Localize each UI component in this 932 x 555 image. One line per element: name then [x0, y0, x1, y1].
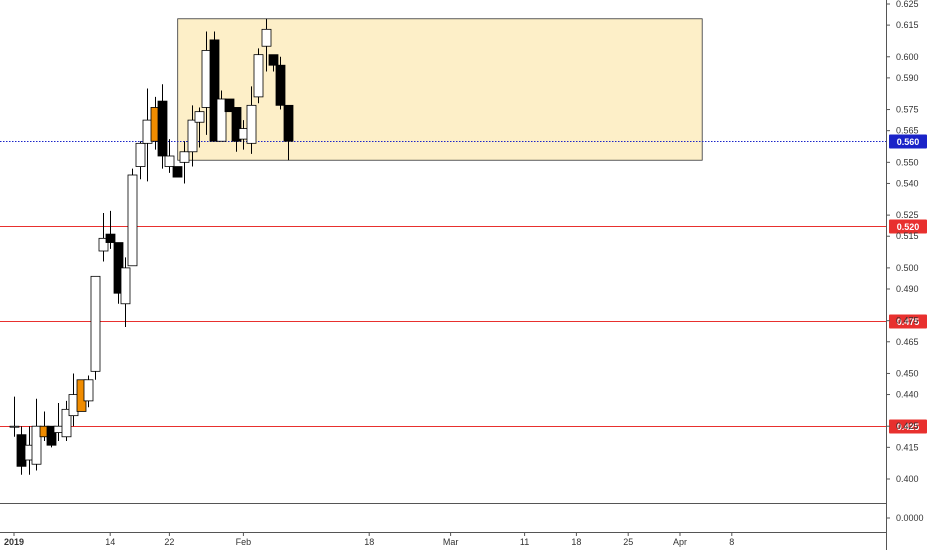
x-tick-label: 11	[520, 537, 529, 547]
price-label-text: 0.475	[897, 317, 920, 327]
candle-body	[216, 98, 227, 142]
candle-body	[172, 166, 183, 178]
candle	[275, 56, 286, 110]
y-tick-label: 0.440	[896, 390, 919, 400]
price-label-bg	[889, 314, 927, 329]
candle	[283, 104, 294, 161]
candle	[83, 375, 94, 408]
x-tick-label: 25	[623, 537, 633, 547]
price-label-text: 0.425	[897, 422, 920, 432]
candle	[224, 98, 235, 113]
price-label-text: 0.560	[897, 137, 920, 147]
candle-body	[231, 107, 242, 142]
candle	[31, 398, 42, 471]
price-label-bg	[889, 419, 927, 434]
candle-body	[120, 267, 131, 305]
lower-pane-tick-label: 0.0000	[896, 513, 924, 523]
candle	[120, 257, 131, 327]
candle-body	[187, 119, 198, 153]
candle-body	[179, 151, 190, 163]
candle	[90, 275, 101, 380]
candle-body	[224, 98, 235, 113]
candle	[172, 166, 183, 178]
candle	[216, 90, 227, 142]
y-tick-label: 0.590	[896, 73, 919, 83]
y-tick-label: 0.550	[896, 157, 919, 167]
x-tick-label: 14	[105, 537, 115, 547]
y-tick-label: 0.625	[896, 0, 919, 9]
y-tick-label: 0.600	[896, 52, 919, 62]
y-tick-label: 0.525	[896, 210, 919, 220]
candle	[231, 107, 242, 152]
candle-body	[253, 54, 264, 98]
y-tick-label: 0.400	[896, 474, 919, 484]
x-tick-label: 2019	[4, 537, 24, 547]
candle-body	[194, 111, 205, 123]
x-tick-label: Feb	[236, 537, 252, 547]
candle	[9, 396, 20, 437]
y-tick-label: 0.465	[896, 337, 919, 347]
price-label-bg	[889, 219, 927, 234]
candle-body	[61, 408, 72, 438]
candle	[209, 31, 220, 142]
candle-body	[105, 233, 116, 243]
candle-body	[135, 142, 146, 167]
candle	[164, 139, 175, 173]
price-label-bg	[889, 134, 927, 149]
candle	[268, 54, 279, 72]
candle-body	[164, 155, 175, 167]
candle-body	[9, 425, 20, 428]
candle	[61, 400, 72, 441]
x-tick-label: 18	[571, 537, 581, 547]
y-tick-label: 0.575	[896, 105, 919, 115]
x-tick-label: Mar	[443, 537, 459, 547]
candle	[179, 141, 190, 184]
candle	[135, 141, 146, 180]
y-tick-label: 0.475	[896, 316, 919, 326]
x-tick-label: 22	[164, 537, 174, 547]
candle-body	[261, 28, 272, 47]
candle	[253, 48, 264, 104]
candle-body	[275, 64, 286, 106]
y-tick-label: 0.500	[896, 263, 919, 273]
candle	[194, 107, 205, 148]
y-tick-label: 0.565	[896, 126, 919, 136]
candle	[246, 86, 257, 154]
x-tick-label: Apr	[673, 537, 687, 547]
y-tick-label: 0.490	[896, 284, 919, 294]
y-tick-label: 0.425	[896, 421, 919, 431]
candle	[187, 105, 198, 167]
y-tick-label: 0.450	[896, 368, 919, 378]
candle	[261, 18, 272, 72]
candle-body	[157, 100, 168, 157]
y-tick-label: 0.515	[896, 231, 919, 241]
price-label-text: 0.520	[897, 222, 920, 232]
x-tick-label: 8	[729, 537, 734, 547]
candle-body	[127, 174, 138, 267]
candle	[105, 210, 116, 249]
x-tick-label: 18	[364, 537, 374, 547]
candle	[98, 213, 109, 262]
y-tick-label: 0.415	[896, 442, 919, 452]
candle	[46, 425, 57, 448]
y-tick-label: 0.540	[896, 178, 919, 188]
y-tick-label: 0.615	[896, 20, 919, 30]
candle-body	[83, 379, 94, 402]
candle	[127, 168, 138, 267]
candle-body	[90, 275, 101, 372]
candle	[157, 84, 168, 169]
candle-body	[98, 237, 109, 252]
candle-body	[31, 425, 42, 465]
candle-body	[46, 425, 57, 446]
candle-body	[268, 54, 279, 66]
candle-body	[246, 104, 257, 144]
candle-body	[209, 39, 220, 142]
candle-body	[283, 104, 294, 142]
